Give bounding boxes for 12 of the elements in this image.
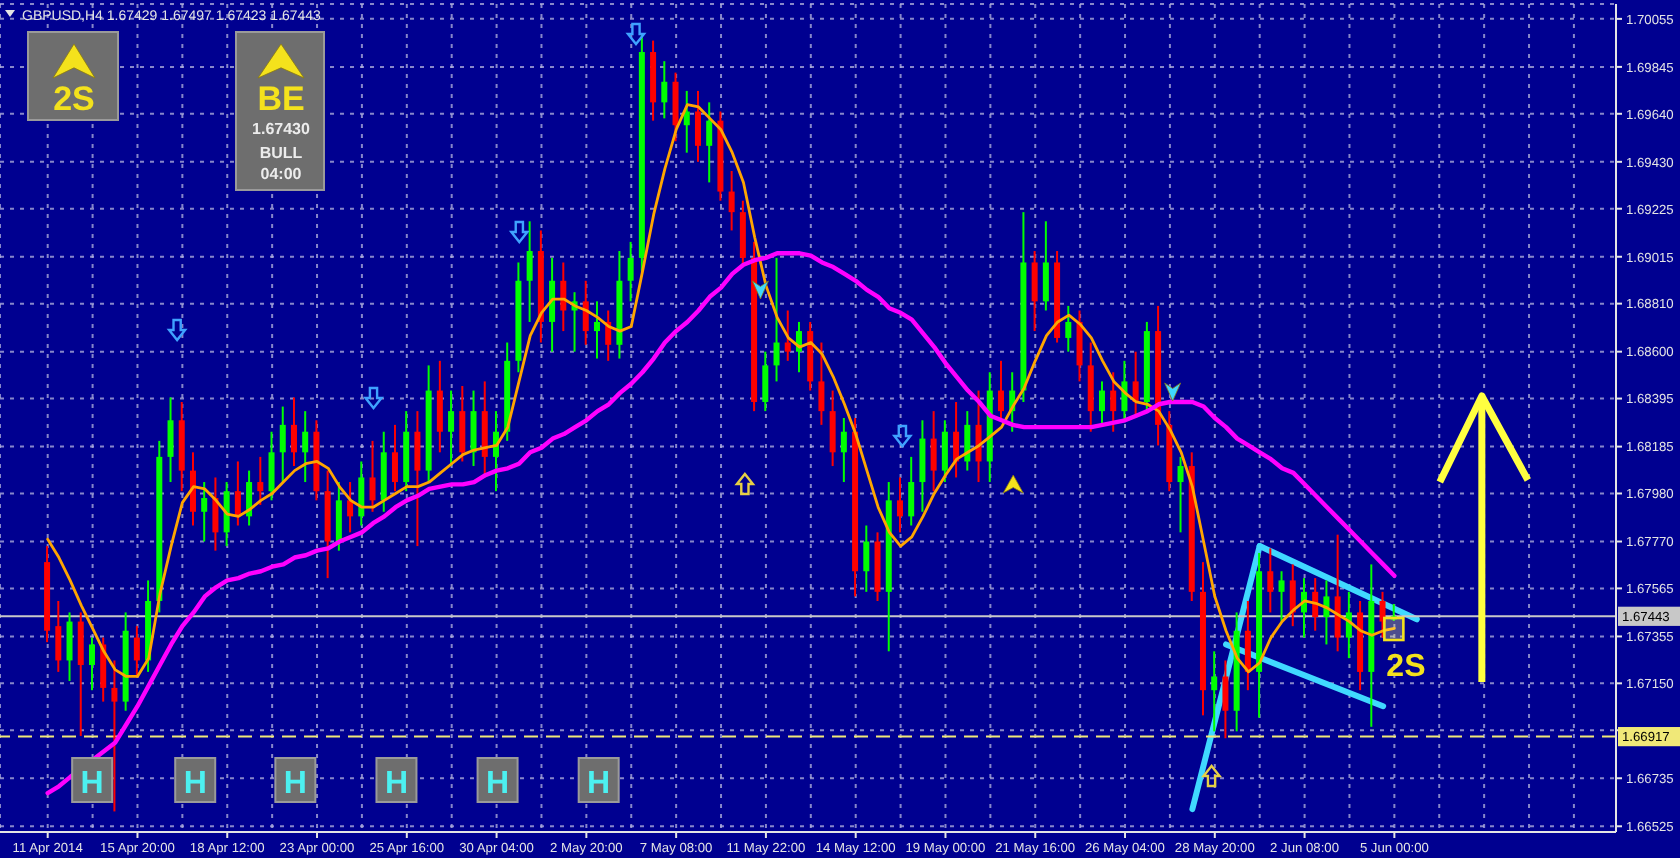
annotation: 1.67430 <box>252 120 312 138</box>
annotation: H <box>283 767 307 801</box>
annotation: 04:00 <box>260 165 303 183</box>
annotation: BE <box>257 80 305 118</box>
annotation: H <box>587 767 611 801</box>
annotation: 2S <box>1386 650 1427 684</box>
annotation: H <box>183 767 207 801</box>
annotation: 2S <box>53 80 95 118</box>
annotation: H <box>486 767 510 801</box>
annotation: BULL <box>259 144 303 162</box>
annotation: H <box>80 767 104 801</box>
annotation: H <box>384 767 409 801</box>
